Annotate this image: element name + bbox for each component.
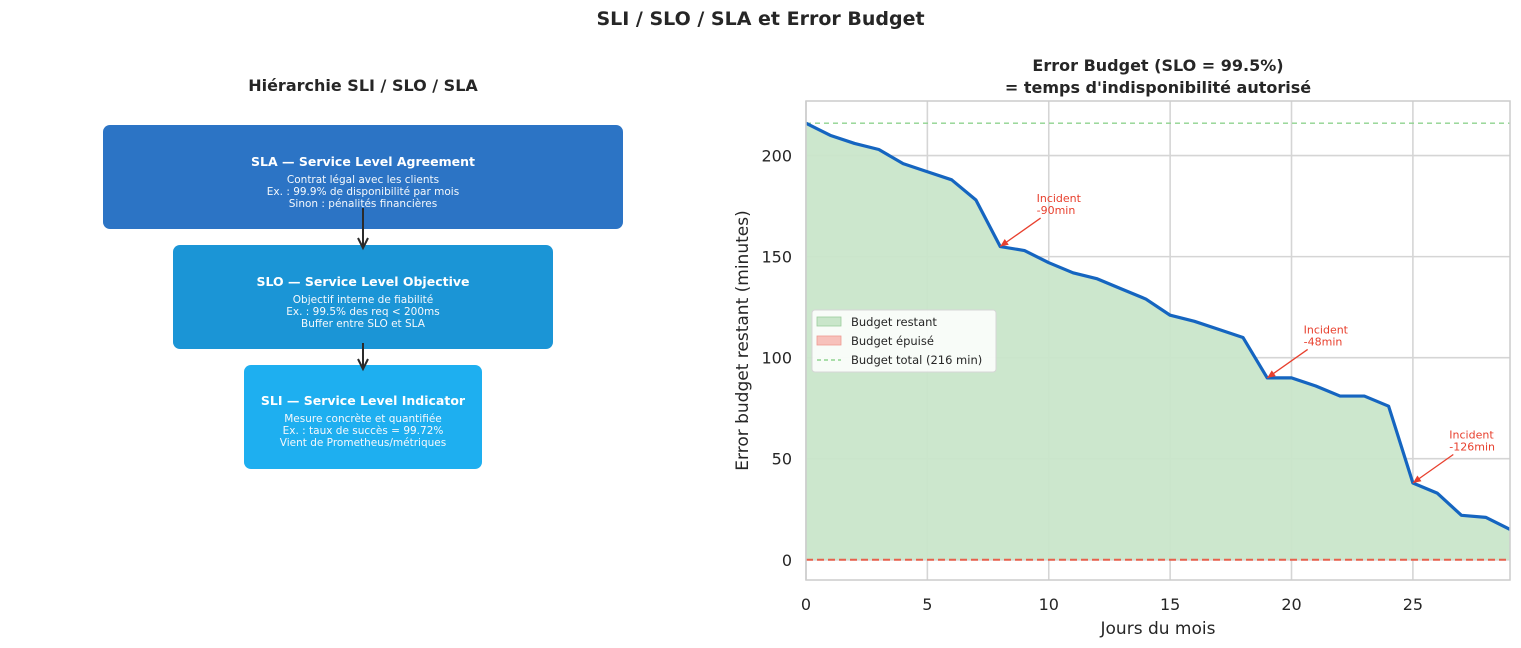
x-tick-label: 5 <box>922 595 932 614</box>
arrow-slo-to-sli <box>357 343 369 372</box>
sla-box-line-2: Ex. : 99.9% de disponibilité par mois <box>266 186 460 198</box>
chart-legend: Budget restant Budget épuisé Budget total … <box>811 309 997 373</box>
legend-label: Budget épuisé <box>851 334 934 348</box>
arrow-sla-to-slo <box>357 208 369 251</box>
x-tick-label: 10 <box>1039 595 1059 614</box>
slo-box-line-3: Buffer entre SLO et SLA <box>301 318 425 330</box>
incident-arrow-head <box>1000 239 1009 247</box>
sli-box-line-3: Vient de Prometheus/métriques <box>279 437 447 449</box>
legend-frame <box>811 309 997 373</box>
legend-label: Budget restant <box>851 315 937 329</box>
y-tick-label: 200 <box>761 147 792 166</box>
sla-box-line-3: Sinon : pénalités financières <box>288 198 438 210</box>
chart-title-line-1: Error Budget (SLO = 99.5%) <box>1032 56 1283 75</box>
y-tick-label: 150 <box>761 248 792 267</box>
incident-arrow-head <box>1412 475 1422 483</box>
budget-restant-line <box>806 121 1510 531</box>
incident-annotation: Incident-126min <box>1412 429 1495 484</box>
incident-annotations: Incident-90minIncident-48minIncident-126… <box>999 192 1495 484</box>
incident-label-line-2: -90min <box>1037 204 1076 217</box>
y-tick-label: 0 <box>782 551 792 570</box>
plot-frame <box>805 100 1511 581</box>
y-axis-label: Error budget restant (minutes) <box>733 210 753 470</box>
incident-arrow-line <box>999 217 1041 248</box>
legend-label: Budget total (216 min) <box>851 353 982 367</box>
budget-restant-area <box>806 123 1510 560</box>
x-tick-label: 0 <box>801 595 811 614</box>
x-tick-label: 15 <box>1160 595 1180 614</box>
legend-swatch <box>816 335 842 346</box>
figure-suptitle: SLI / SLO / SLA et Error Budget <box>596 8 925 30</box>
legend-swatch <box>816 316 842 327</box>
incident-arrow-head <box>1267 370 1276 378</box>
chart-title-line-2: = temps d'indisponibilité autorisé <box>1005 78 1311 97</box>
y-tick-label: 100 <box>761 349 792 368</box>
slo-box-line-1: Objectif interne de fiabilité <box>292 294 434 306</box>
slo-box: SLO — Service Level Objective Objectif i… <box>173 245 553 349</box>
slo-box-title: SLO — Service Level Objective <box>256 274 470 289</box>
x-axis-label: Jours du mois <box>1100 619 1216 639</box>
incident-label-line-2: -126min <box>1449 441 1495 454</box>
slo-box-line-2: Ex. : 99.5% des req < 200ms <box>286 306 440 318</box>
x-tick-labels: 0 5 10 15 20 25 <box>801 595 1423 614</box>
incident-arrow-line <box>1266 348 1309 379</box>
sli-box-line-2: Ex. : taux de succès = 99.72% <box>282 425 444 437</box>
y-tick-labels: 0 50 100 150 200 <box>761 147 792 570</box>
x-tick-label: 25 <box>1403 595 1423 614</box>
x-tick-label: 20 <box>1281 595 1301 614</box>
sla-box-line-1: Contrat légal avec les clients <box>286 174 440 186</box>
sli-box: SLI — Service Level Indicator Mesure con… <box>244 365 482 469</box>
sli-box-title: SLI — Service Level Indicator <box>260 393 466 408</box>
y-tick-label: 50 <box>772 450 792 469</box>
sli-box-line-1: Mesure concrète et quantifiée <box>284 413 442 425</box>
hierarchy-title: Hiérarchie SLI / SLO / SLA <box>248 76 478 95</box>
plot-content <box>806 121 1510 561</box>
sla-box-title: SLA — Service Level Agreement <box>251 154 475 169</box>
incident-label-line-1: Incident <box>1304 323 1349 336</box>
incident-label-line-1: Incident <box>1037 192 1082 205</box>
incident-arrow-line <box>1412 453 1454 484</box>
incident-annotation: Incident-48min <box>1266 323 1349 379</box>
incident-label-line-2: -48min <box>1304 335 1343 348</box>
incident-annotation: Incident-90min <box>999 192 1082 248</box>
incident-label-line-1: Incident <box>1449 429 1494 442</box>
